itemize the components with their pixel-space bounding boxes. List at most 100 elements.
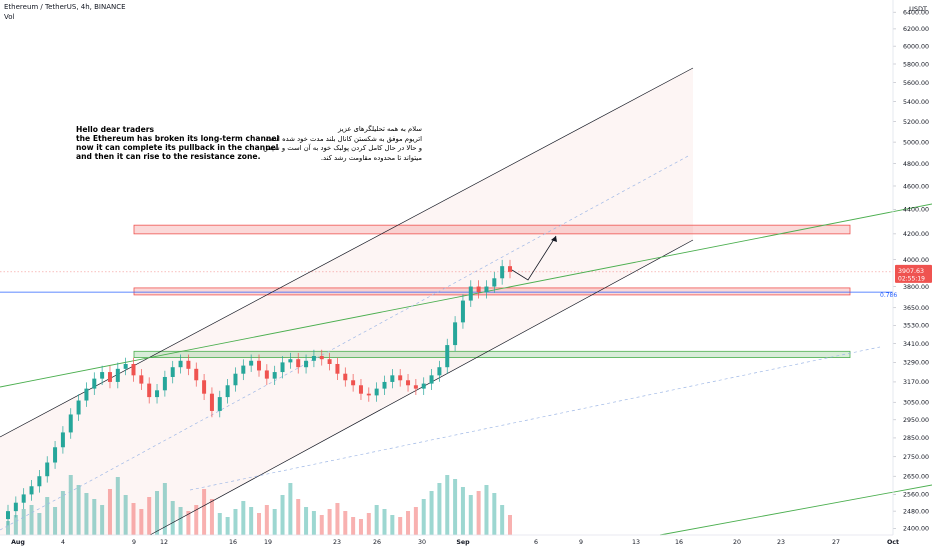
- candle[interactable]: [264, 370, 269, 379]
- candle[interactable]: [209, 393, 214, 411]
- candle[interactable]: [358, 385, 363, 394]
- channel-upper-line[interactable]: [0, 67, 694, 438]
- candle[interactable]: [272, 372, 277, 379]
- candle[interactable]: [304, 360, 309, 368]
- candle[interactable]: [45, 462, 50, 477]
- candle[interactable]: [437, 367, 442, 376]
- candle[interactable]: [421, 383, 426, 389]
- y-tick-label: 4200.00: [903, 231, 929, 238]
- projection-arrow[interactable]: [511, 235, 557, 281]
- volume-bar: [492, 493, 497, 535]
- currency-label: USDT: [909, 5, 927, 13]
- zone-pullback-zone[interactable]: [133, 287, 851, 296]
- candle[interactable]: [170, 367, 175, 377]
- candle[interactable]: [202, 380, 207, 394]
- candle[interactable]: [29, 486, 34, 495]
- candle[interactable]: [53, 447, 58, 463]
- candle[interactable]: [460, 300, 465, 323]
- candle[interactable]: [445, 345, 450, 368]
- green-lower-trendline[interactable]: [659, 484, 932, 536]
- candle[interactable]: [155, 390, 160, 398]
- x-tick-label: 27: [832, 539, 840, 546]
- price-badge-value: 3907.63: [898, 268, 924, 275]
- candle[interactable]: [500, 266, 505, 279]
- candle[interactable]: [21, 494, 26, 503]
- candle[interactable]: [162, 376, 167, 391]
- candle[interactable]: [123, 363, 128, 369]
- english-note[interactable]: Hello dear traders the Ethereum has brok…: [76, 125, 280, 161]
- candle[interactable]: [107, 372, 112, 382]
- volume-bar: [508, 515, 512, 535]
- candle[interactable]: [319, 356, 324, 360]
- candle[interactable]: [311, 356, 316, 361]
- candle[interactable]: [335, 363, 340, 374]
- candle[interactable]: [366, 393, 371, 396]
- candle[interactable]: [84, 388, 89, 401]
- y-tick-label: 3050.00: [903, 400, 929, 407]
- candle[interactable]: [6, 511, 10, 520]
- candle[interactable]: [413, 385, 418, 389]
- candle[interactable]: [390, 375, 395, 382]
- volume-label[interactable]: Vol: [4, 13, 15, 21]
- candle[interactable]: [76, 400, 81, 415]
- candle[interactable]: [429, 375, 434, 384]
- candle[interactable]: [194, 368, 199, 381]
- x-tick-label: 12: [160, 539, 168, 546]
- candle[interactable]: [257, 360, 261, 371]
- candle[interactable]: [13, 502, 18, 512]
- candle[interactable]: [139, 375, 144, 384]
- candle[interactable]: [100, 372, 105, 379]
- candle[interactable]: [351, 380, 356, 386]
- candle[interactable]: [382, 381, 387, 389]
- candle[interactable]: [484, 286, 489, 293]
- candle[interactable]: [178, 360, 183, 368]
- y-tick-label: 3410.00: [903, 341, 929, 348]
- green-trendline[interactable]: [0, 203, 932, 388]
- projection-arrowhead: [551, 236, 557, 242]
- volume-bar: [217, 513, 222, 535]
- candle[interactable]: [398, 375, 403, 381]
- candle[interactable]: [343, 373, 348, 381]
- volume-bar: [115, 477, 120, 535]
- candle[interactable]: [225, 385, 230, 398]
- volume-bar: [413, 507, 418, 535]
- candle[interactable]: [374, 388, 379, 396]
- candle[interactable]: [37, 476, 42, 487]
- symbol-title[interactable]: Ethereum / TetherUS, 4h, BINANCE: [4, 3, 126, 11]
- candle[interactable]: [296, 359, 301, 368]
- candle[interactable]: [327, 359, 332, 364]
- candle[interactable]: [492, 278, 497, 287]
- dashed-mid-channel-line[interactable]: [0, 154, 691, 531]
- volume-bar: [249, 507, 254, 535]
- candle[interactable]: [233, 373, 238, 386]
- candle[interactable]: [115, 368, 120, 382]
- candle[interactable]: [508, 266, 512, 272]
- volume-bar: [288, 483, 293, 535]
- volume-bar: [453, 479, 458, 535]
- candle[interactable]: [60, 432, 65, 448]
- candle[interactable]: [147, 383, 152, 398]
- candle[interactable]: [186, 360, 191, 369]
- persian-note[interactable]: سلام به همه تحلیلگرهای عزیز اتریوم موفق …: [263, 125, 422, 162]
- channel-lower-line[interactable]: [149, 239, 694, 536]
- candle[interactable]: [280, 362, 285, 373]
- candle[interactable]: [288, 359, 293, 363]
- volume-bar: [170, 501, 175, 535]
- candle[interactable]: [476, 286, 481, 293]
- candle[interactable]: [68, 414, 73, 433]
- zone-support-zone[interactable]: [133, 350, 851, 359]
- zone-resistance-zone[interactable]: [133, 224, 851, 235]
- candle[interactable]: [406, 380, 411, 386]
- volume-bar: [225, 517, 230, 535]
- candle[interactable]: [453, 322, 458, 346]
- candle[interactable]: [241, 365, 246, 374]
- candle[interactable]: [217, 397, 222, 411]
- y-tick-label: 6000.00: [903, 43, 929, 50]
- candle[interactable]: [468, 286, 473, 301]
- candle[interactable]: [92, 378, 97, 389]
- volume-bar: [107, 489, 112, 535]
- candle[interactable]: [249, 360, 254, 366]
- candle[interactable]: [131, 363, 136, 376]
